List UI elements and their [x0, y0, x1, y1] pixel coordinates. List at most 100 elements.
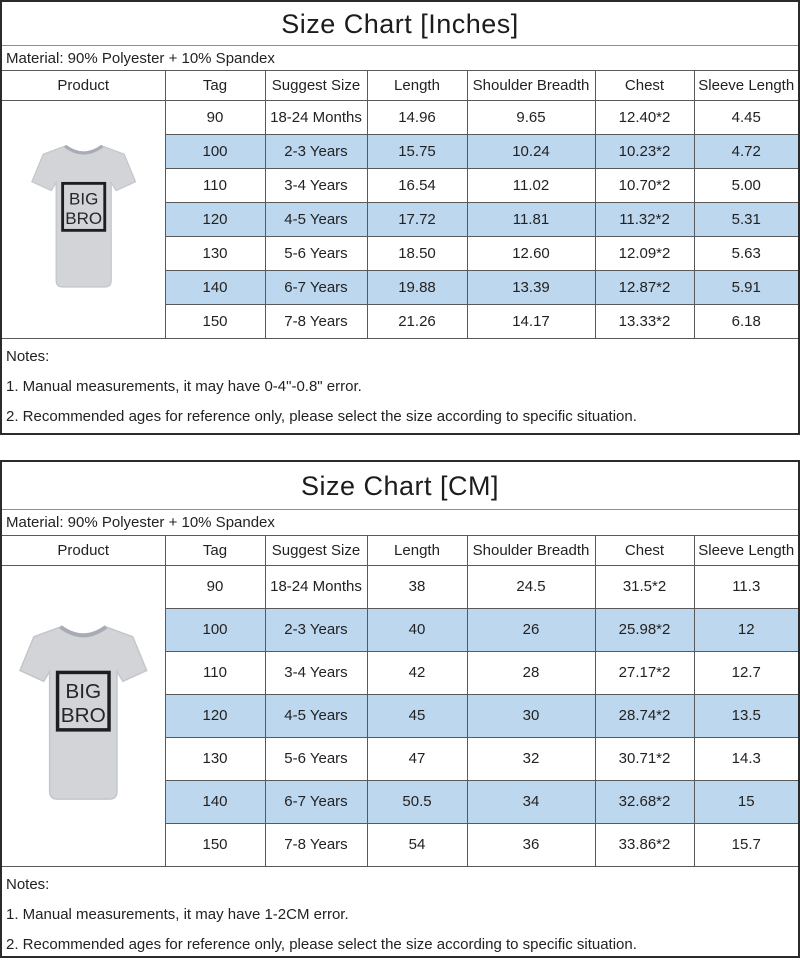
size-row-120: 120 4-5 Years 17.72 11.81 11.32*2 5.31 [2, 201, 799, 237]
cell-tag: 110 [164, 650, 266, 695]
cell-tag: 150 [164, 822, 266, 867]
tshirt-graphic: BIG BRO [30, 145, 136, 288]
size-row-100: 100 2-3 Years 40 26 25.98*2 12 [2, 607, 799, 652]
cell-shoulder-breadth: 11.81 [466, 201, 596, 237]
size-row-150: 150 7-8 Years 54 36 33.86*2 15.7 [2, 822, 799, 867]
cell-shoulder-breadth: 13.39 [466, 269, 596, 305]
col-header-sleeve-length: Sleeve Length [693, 70, 799, 101]
cell-length: 54 [366, 822, 468, 867]
cell-length: 18.50 [366, 235, 468, 271]
cell-tag: 120 [164, 693, 266, 738]
cell-tag: 100 [164, 133, 266, 169]
size-row-90: BIG BRO 90 18-24 Months 38 24.5 31.5*2 11.3 [1, 564, 799, 867]
tshirt-graphic: BIG BRO [18, 625, 148, 800]
cell-chest: 33.86*2 [594, 822, 695, 867]
size-row-130: 130 5-6 Years 18.50 12.60 12.09*2 5.63 [2, 235, 799, 271]
cell-suggest-size: 7-8 Years [264, 303, 368, 339]
cell-shoulder-breadth: 9.65 [466, 99, 596, 135]
col-header-chest: Chest [594, 535, 695, 566]
cell-suggest-size: 18-24 Months [264, 564, 368, 609]
cell-length: 15.75 [366, 133, 468, 169]
cell-sleeve-length: 5.63 [693, 235, 799, 271]
tshirt-print-line1: BIG [69, 190, 98, 209]
cell-sleeve-length: 5.00 [693, 167, 799, 203]
note-1: 1. Manual measurements, it may have 0-4"… [6, 378, 362, 395]
cell-length: 45 [366, 693, 468, 738]
cell-sleeve-length: 5.91 [693, 269, 799, 305]
cell-suggest-size: 2-3 Years [264, 133, 368, 169]
size-row-120: 120 4-5 Years 45 30 28.74*2 13.5 [2, 693, 799, 738]
cell-chest: 30.71*2 [594, 736, 695, 781]
size-table-cm: Product Tag Suggest Size Length Shoulder… [1, 535, 799, 867]
cell-sleeve-length: 4.72 [693, 133, 799, 169]
cell-length: 14.96 [366, 99, 468, 135]
cell-shoulder-breadth: 10.24 [466, 133, 596, 169]
note-2: 2. Recommended ages for reference only, … [6, 936, 637, 953]
notes-label: Notes: [6, 876, 50, 893]
tshirt-print-line2: BRO [61, 704, 106, 727]
size-table-inches: Product Tag Suggest Size Length Shoulder… [1, 70, 799, 339]
tshirt-print-line2: BRO [65, 209, 102, 228]
col-header-tag: Tag [164, 70, 266, 101]
cell-suggest-size: 7-8 Years [264, 822, 368, 867]
tshirt-print-box [55, 670, 111, 732]
cell-shoulder-breadth: 34 [466, 779, 596, 824]
col-header-product: Product [1, 70, 166, 101]
chart-title: Size Chart [CM] [2, 462, 798, 510]
size-chart-cm: Size Chart [CM] Material: 90% Polyester … [0, 460, 800, 958]
cell-shoulder-breadth: 32 [466, 736, 596, 781]
tshirt-print-box [60, 182, 106, 233]
cell-shoulder-breadth: 30 [466, 693, 596, 738]
cell-shoulder-breadth: 24.5 [466, 564, 596, 609]
size-chart-inches: Size Chart [Inches] Material: 90% Polyes… [0, 0, 800, 435]
col-header-shoulder-breadth: Shoulder Breadth [466, 535, 596, 566]
cell-suggest-size: 6-7 Years [264, 269, 368, 305]
tshirt-print-line1: BIG [65, 680, 101, 703]
cell-sleeve-length: 12.7 [693, 650, 799, 695]
cell-shoulder-breadth: 36 [466, 822, 596, 867]
cell-tag: 140 [164, 779, 266, 824]
cell-length: 38 [366, 564, 468, 609]
header-row: Product Tag Suggest Size Length Shoulder… [1, 535, 799, 566]
note-2: 2. Recommended ages for reference only, … [6, 408, 637, 425]
cell-suggest-size: 18-24 Months [264, 99, 368, 135]
chart-title: Size Chart [Inches] [2, 2, 798, 46]
size-row-150: 150 7-8 Years 21.26 14.17 13.33*2 6.18 [2, 303, 799, 339]
col-header-suggest-size: Suggest Size [264, 535, 368, 566]
col-header-sleeve-length: Sleeve Length [693, 535, 799, 566]
col-header-shoulder-breadth: Shoulder Breadth [466, 70, 596, 101]
cell-length: 19.88 [366, 269, 468, 305]
cell-tag: 130 [164, 736, 266, 781]
size-row-100: 100 2-3 Years 15.75 10.24 10.23*2 4.72 [2, 133, 799, 169]
cell-sleeve-length: 13.5 [693, 693, 799, 738]
cell-chest: 31.5*2 [594, 564, 695, 609]
cell-chest: 11.32*2 [594, 201, 695, 237]
cell-sleeve-length: 12 [693, 607, 799, 652]
note-1: 1. Manual measurements, it may have 1-2C… [6, 906, 349, 923]
cell-tag: 120 [164, 201, 266, 237]
cell-sleeve-length: 11.3 [693, 564, 799, 609]
tshirt-collar [63, 145, 103, 155]
cell-suggest-size: 3-4 Years [264, 650, 368, 695]
notes-section: Notes: 1. Manual measurements, it may ha… [2, 338, 798, 433]
cell-tag: 100 [164, 607, 266, 652]
cell-suggest-size: 2-3 Years [264, 607, 368, 652]
header-row: Product Tag Suggest Size Length Shoulder… [1, 70, 799, 101]
cell-suggest-size: 6-7 Years [264, 779, 368, 824]
product-image-cell: BIG BRO [1, 564, 166, 867]
cell-suggest-size: 3-4 Years [264, 167, 368, 203]
size-row-140: 140 6-7 Years 19.88 13.39 12.87*2 5.91 [2, 269, 799, 305]
tshirt-collar [59, 625, 108, 638]
cell-sleeve-length: 14.3 [693, 736, 799, 781]
cell-chest: 25.98*2 [594, 607, 695, 652]
cell-length: 16.54 [366, 167, 468, 203]
col-header-chest: Chest [594, 70, 695, 101]
cell-sleeve-length: 15 [693, 779, 799, 824]
cell-suggest-size: 4-5 Years [264, 693, 368, 738]
cell-chest: 10.23*2 [594, 133, 695, 169]
cell-chest: 27.17*2 [594, 650, 695, 695]
cell-length: 17.72 [366, 201, 468, 237]
cell-shoulder-breadth: 14.17 [466, 303, 596, 339]
cell-length: 21.26 [366, 303, 468, 339]
cell-shoulder-breadth: 12.60 [466, 235, 596, 271]
